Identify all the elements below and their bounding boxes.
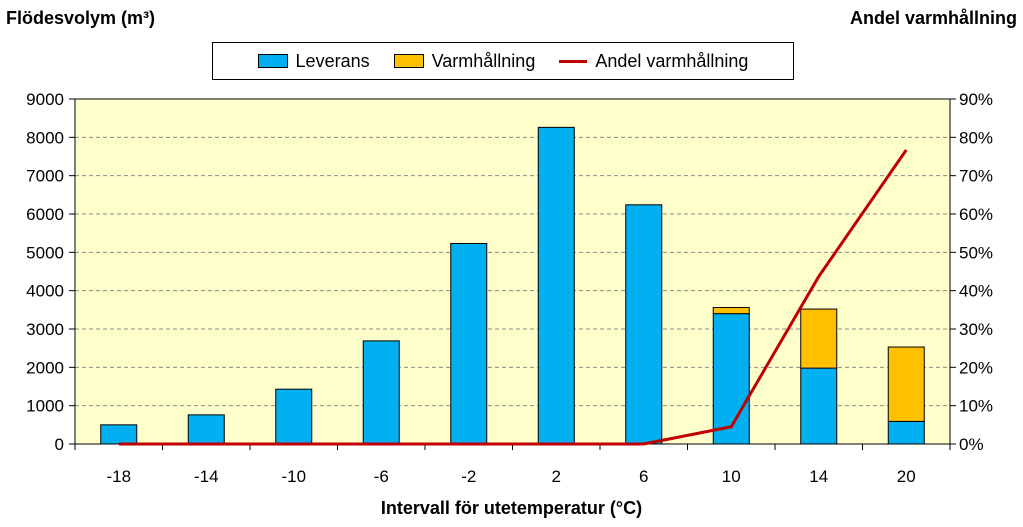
legend-label-varmhallning: Varmhållning <box>431 50 536 71</box>
y-right-tick-label: 60% <box>959 205 993 224</box>
y-right-tick-label: 90% <box>959 90 993 109</box>
legend-swatch-andel <box>559 59 588 63</box>
bar-leverans <box>625 204 663 445</box>
x-tick-label: 14 <box>809 467 828 486</box>
legend-swatch-varmhallning <box>393 54 424 68</box>
x-tick-label: 2 <box>552 467 561 486</box>
y-right-tick-label: 70% <box>959 167 993 186</box>
legend-swatch-leverans <box>257 54 288 68</box>
legend-item-leverans: Leverans <box>257 50 370 72</box>
bar-leverans <box>450 243 488 445</box>
y-right-tick-label: 30% <box>959 320 993 339</box>
legend-item-andel: Andel varmhållning <box>559 51 748 72</box>
x-tick-label: -2 <box>461 467 476 486</box>
y-right-tick-label: 0% <box>959 435 984 454</box>
bar-varmhallning <box>887 346 925 422</box>
bar-varmhallning <box>800 308 838 369</box>
y-left-tick-label: 6000 <box>26 205 64 224</box>
legend-label-leverans: Leverans <box>295 50 370 71</box>
legend: Leverans Varmhållning Andel varmhållning <box>212 42 794 80</box>
x-tick-label: 10 <box>722 467 741 486</box>
y-left-tick-label: 8000 <box>26 128 64 147</box>
y-left-tick-label: 0 <box>55 435 64 454</box>
x-tick-label: -10 <box>281 467 306 486</box>
y-left-tick-label: 4000 <box>26 282 64 301</box>
x-axis-label: Intervall för utetemperatur (°C) <box>380 498 643 518</box>
x-tick-label: -6 <box>374 467 389 486</box>
bar-leverans <box>887 420 925 445</box>
bar-leverans <box>100 424 138 445</box>
bar-leverans <box>800 367 838 445</box>
y-left-tick-label: 5000 <box>26 243 64 262</box>
bar-leverans <box>362 340 400 445</box>
y-left-tick-label: 9000 <box>26 90 64 109</box>
x-tick-label: -18 <box>106 467 131 486</box>
y-right-tick-label: 20% <box>959 358 993 377</box>
x-tick-label: 6 <box>639 467 648 486</box>
y-right-tick-label: 10% <box>959 397 993 416</box>
y-left-tick-label: 7000 <box>26 167 64 186</box>
legend-item-varmhallning: Varmhållning <box>393 50 536 72</box>
y-right-tick-label: 80% <box>959 128 993 147</box>
x-tick-label: 20 <box>897 467 916 486</box>
y-left-tick-label: 2000 <box>26 358 64 377</box>
line-andel-varmhallning <box>118 149 908 446</box>
y-left-tick-label: 3000 <box>26 320 64 339</box>
bar-leverans <box>187 414 225 445</box>
bar-varmhallning <box>712 307 750 315</box>
legend-label-andel: Andel varmhållning <box>595 50 749 71</box>
y-right-tick-label: 40% <box>959 282 993 301</box>
x-tick-label: -14 <box>194 467 219 486</box>
y-left-tick-label: 1000 <box>26 397 64 416</box>
bar-leverans <box>537 126 575 445</box>
bar-leverans <box>275 388 313 445</box>
y-right-tick-label: 50% <box>959 243 993 262</box>
y-axis-right-label: Andel varmhållning <box>849 8 1017 28</box>
y-axis-left-label: Flödesvolym (m³) <box>6 8 156 28</box>
